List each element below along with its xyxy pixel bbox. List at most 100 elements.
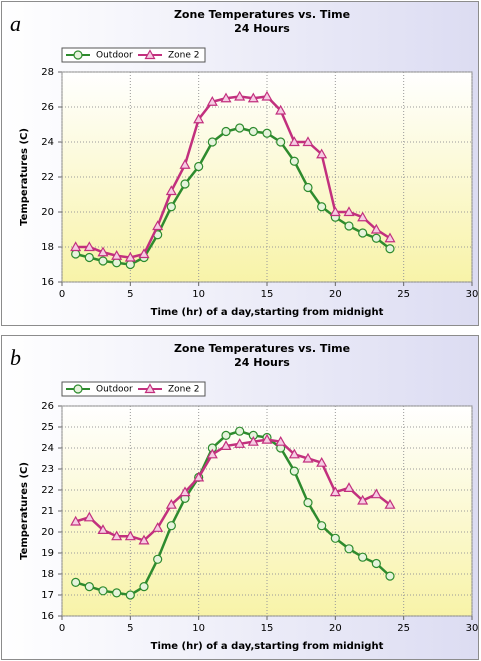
data-point xyxy=(83,241,95,252)
data-point xyxy=(358,228,368,238)
legend-box xyxy=(61,381,206,397)
data-point xyxy=(235,426,245,436)
data-point xyxy=(385,571,395,581)
y-tick-label: 18 xyxy=(41,569,54,580)
data-point xyxy=(343,206,355,217)
x-tick-label: 0 xyxy=(59,289,65,300)
data-point xyxy=(302,452,314,463)
y-tick-label: 22 xyxy=(41,172,54,183)
y-axis-label: Temperatures (C) xyxy=(19,462,30,560)
y-tick-label: 23 xyxy=(41,464,54,475)
x-tick-label: 10 xyxy=(192,289,205,300)
data-point xyxy=(125,590,135,600)
data-point xyxy=(303,182,313,193)
x-tick-label: 20 xyxy=(329,289,342,300)
x-axis-label: Time (hr) of a day,starting from midnigh… xyxy=(151,307,384,318)
y-tick-label: 21 xyxy=(41,506,54,517)
y-axis-label: Temperatures (C) xyxy=(19,128,30,226)
data-point xyxy=(193,113,205,124)
data-point xyxy=(220,92,232,103)
data-point xyxy=(357,494,369,505)
y-tick-label: 26 xyxy=(41,401,54,412)
y-tick-label: 16 xyxy=(41,277,54,288)
y-tick-label: 28 xyxy=(41,67,54,78)
data-point xyxy=(193,471,205,482)
y-tick-label: 18 xyxy=(41,242,54,253)
chart-subtitle: 24 Hours xyxy=(234,356,290,369)
data-point xyxy=(165,185,177,196)
data-point xyxy=(166,521,176,531)
data-point xyxy=(206,96,218,106)
data-point xyxy=(152,522,164,532)
data-point xyxy=(235,123,245,133)
data-point xyxy=(153,554,163,564)
x-tick-label: 20 xyxy=(329,623,342,634)
data-point xyxy=(112,258,122,268)
x-tick-label: 5 xyxy=(127,289,133,300)
data-point xyxy=(70,241,82,252)
data-point xyxy=(344,544,354,554)
data-point xyxy=(98,586,108,596)
x-tick-label: 25 xyxy=(397,289,410,300)
data-point xyxy=(330,533,340,543)
data-point xyxy=(262,128,272,138)
legend-label: Outdoor xyxy=(96,51,133,61)
legend-marker xyxy=(144,49,156,60)
x-tick-label: 25 xyxy=(397,623,410,634)
x-tick-label: 5 xyxy=(127,623,133,634)
data-point xyxy=(247,435,259,446)
data-point xyxy=(124,530,136,541)
data-point xyxy=(165,498,177,509)
data-point xyxy=(316,148,328,159)
x-tick-label: 30 xyxy=(466,623,479,634)
data-point xyxy=(316,456,328,467)
data-point xyxy=(329,486,341,497)
data-point xyxy=(179,159,191,169)
data-point xyxy=(84,252,94,263)
data-point xyxy=(71,577,81,587)
data-point xyxy=(384,498,396,509)
panel-label: a xyxy=(10,11,21,36)
data-point xyxy=(125,259,135,270)
data-point xyxy=(111,250,123,260)
data-point xyxy=(152,220,164,231)
data-point xyxy=(221,126,231,137)
y-tick-label: 17 xyxy=(41,590,54,601)
data-point xyxy=(98,256,108,266)
data-point xyxy=(234,90,246,101)
data-point xyxy=(370,488,382,499)
x-tick-label: 15 xyxy=(261,289,274,300)
data-point xyxy=(70,515,82,526)
data-point xyxy=(317,521,327,531)
legend-marker xyxy=(73,50,83,60)
y-tick-label: 19 xyxy=(41,548,54,559)
data-point xyxy=(275,435,287,446)
data-point xyxy=(329,206,341,217)
data-point xyxy=(179,486,191,497)
legend-label: Zone 2 xyxy=(168,51,200,61)
data-point xyxy=(275,104,287,115)
data-point xyxy=(138,248,150,259)
y-tick-label: 25 xyxy=(41,422,54,433)
data-point xyxy=(371,233,381,243)
y-tick-label: 24 xyxy=(41,443,54,454)
data-point xyxy=(111,530,123,541)
data-point xyxy=(97,246,109,257)
data-point xyxy=(289,156,299,166)
data-point xyxy=(344,221,354,231)
y-tick-label: 26 xyxy=(41,102,54,113)
data-point xyxy=(261,433,273,444)
y-tick-label: 20 xyxy=(41,527,54,538)
data-point xyxy=(112,588,122,598)
data-point xyxy=(221,430,231,441)
data-point xyxy=(302,136,314,147)
chart-title: Zone Temperatures vs. Time xyxy=(174,342,350,355)
data-point xyxy=(289,466,299,476)
data-point xyxy=(220,440,232,450)
y-tick-label: 16 xyxy=(41,611,54,622)
data-point xyxy=(371,558,381,569)
data-point xyxy=(248,126,258,137)
data-point xyxy=(207,137,217,147)
data-point xyxy=(247,92,259,103)
